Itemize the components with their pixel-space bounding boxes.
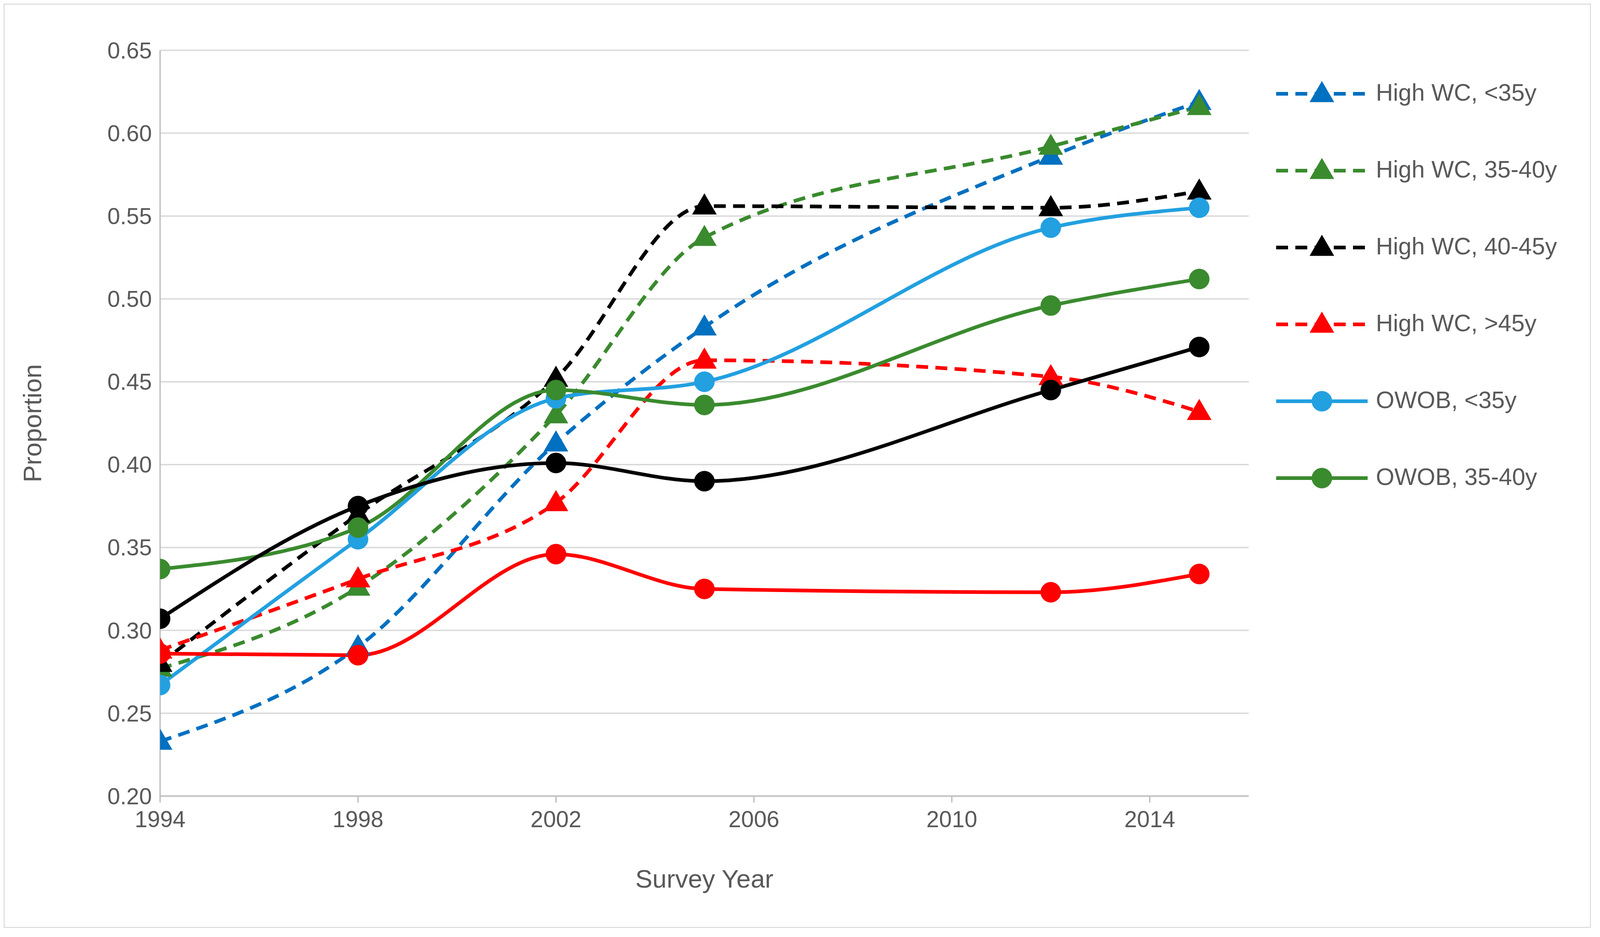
svg-text:0.40: 0.40	[107, 451, 152, 478]
svg-text:0.30: 0.30	[107, 617, 152, 644]
svg-text:1994: 1994	[134, 806, 186, 833]
html-text:High WC, <35y: High WC, <35y	[1375, 79, 1537, 106]
svg-text:2010: 2010	[926, 806, 978, 833]
svg-text:0.50: 0.50	[107, 286, 152, 312]
svg-text:0.45: 0.45	[107, 369, 152, 395]
html-text:High WC, 40-45y: High WC, 40-45y	[1375, 232, 1557, 260]
html-text:OWOB, 35-40y: OWOB, 35-40y	[1375, 463, 1538, 490]
svg-text:1998: 1998	[332, 806, 384, 833]
svg-text:2002: 2002	[530, 806, 582, 833]
svg-text:0.25: 0.25	[107, 700, 152, 727]
svg-text:0.55: 0.55	[107, 203, 152, 230]
svg-text:0.65: 0.65	[107, 37, 152, 64]
svg-text:0.20: 0.20	[107, 783, 152, 810]
html-text:High WC, >45y: High WC, >45y	[1375, 309, 1537, 337]
svg-text:2006: 2006	[728, 806, 780, 833]
svg-text:0.35: 0.35	[107, 534, 152, 561]
html-text:High WC, 35-40y: High WC, 35-40y	[1375, 155, 1557, 183]
svg-text:0.60: 0.60	[107, 120, 152, 147]
svg-text:Proportion: Proportion	[17, 364, 47, 483]
svg-text:Survey Year: Survey Year	[635, 864, 774, 893]
html-text:OWOB, <35y: OWOB, <35y	[1375, 386, 1517, 414]
svg-text:2014: 2014	[1124, 806, 1176, 833]
